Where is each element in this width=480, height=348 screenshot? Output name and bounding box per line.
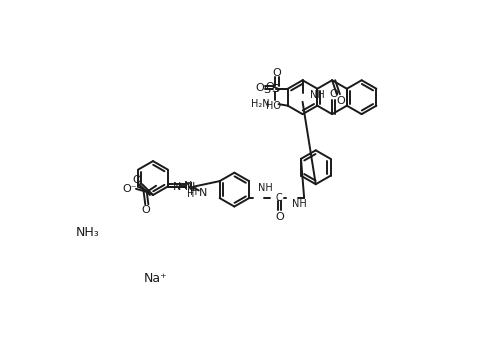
Text: O: O (142, 205, 150, 215)
Text: Na⁺: Na⁺ (144, 272, 168, 285)
Text: O: O (265, 82, 274, 92)
Text: N: N (173, 182, 181, 191)
Text: HO: HO (266, 101, 281, 111)
Text: S: S (264, 85, 270, 95)
Text: C: C (276, 193, 283, 203)
Text: NH₃: NH₃ (75, 226, 99, 239)
Text: O⁻: O⁻ (122, 184, 137, 194)
Text: N: N (187, 182, 195, 191)
Text: O: O (336, 96, 345, 106)
Text: O: O (275, 212, 284, 222)
Text: H: H (187, 189, 195, 199)
Text: S: S (272, 84, 279, 94)
Text: N: N (184, 181, 192, 191)
Text: N: N (199, 188, 208, 198)
Text: H: H (191, 187, 198, 197)
Text: NH: NH (292, 199, 307, 209)
Text: NH: NH (258, 183, 273, 193)
Text: O: O (329, 89, 338, 99)
Text: O: O (273, 68, 281, 78)
Text: S: S (271, 84, 278, 94)
Text: O: O (255, 83, 264, 93)
Text: O: O (132, 175, 141, 184)
Text: NH: NH (311, 90, 325, 100)
Text: ═N: ═N (179, 182, 194, 191)
Text: H₂N: H₂N (251, 99, 269, 109)
